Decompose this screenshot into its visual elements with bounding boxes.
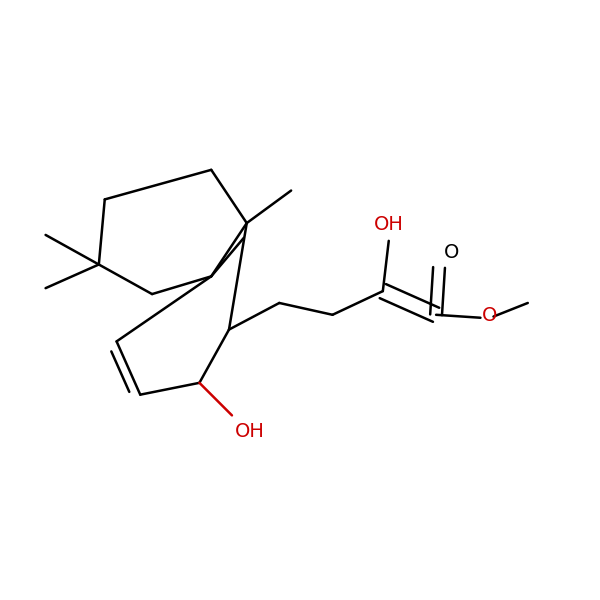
Text: O: O (482, 307, 497, 325)
Text: O: O (444, 242, 459, 262)
Text: OH: OH (374, 215, 404, 234)
Text: OH: OH (235, 422, 265, 442)
